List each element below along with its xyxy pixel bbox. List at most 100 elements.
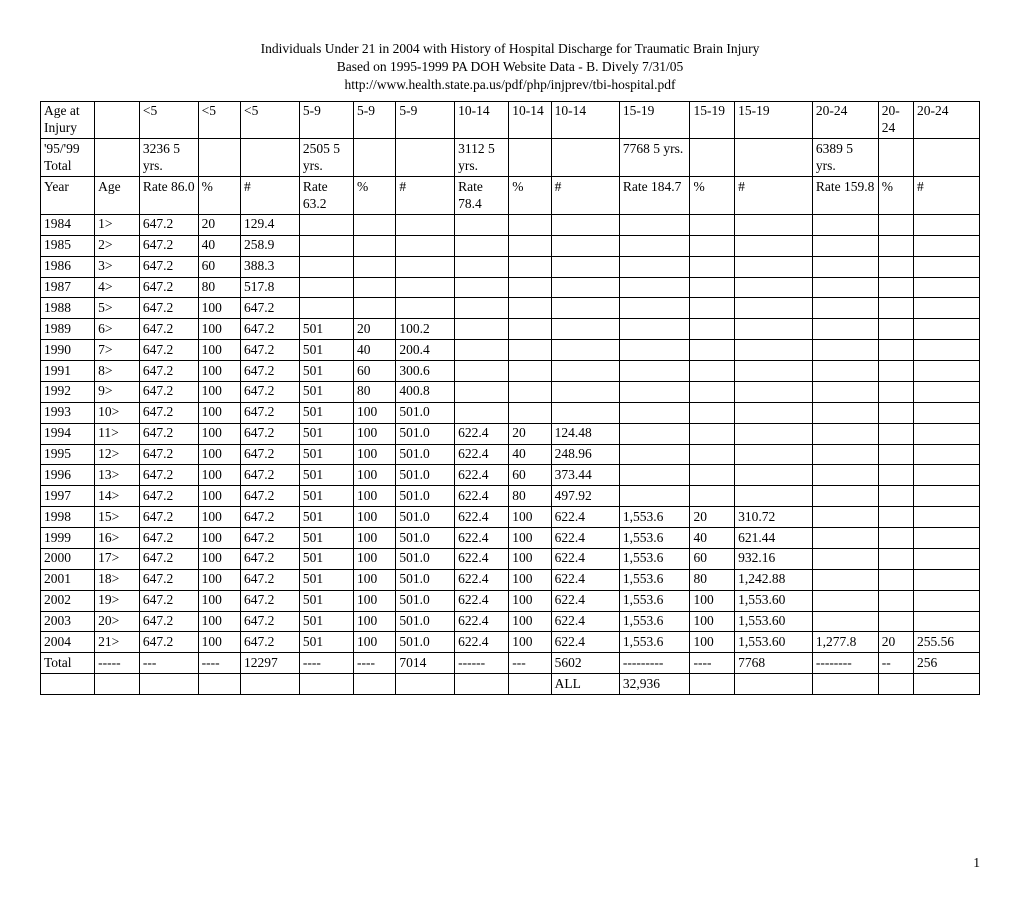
table-cell: 6389 5 yrs. [812, 139, 878, 177]
table-cell: 622.4 [455, 444, 509, 465]
table-cell [914, 256, 980, 277]
table-cell: 1,553.60 [735, 590, 813, 611]
table-cell: 1,553.6 [619, 569, 690, 590]
table-row: 199815>647.2100647.2501100501.0622.41006… [41, 507, 980, 528]
table-row: 199916>647.2100647.2501100501.0622.41006… [41, 528, 980, 549]
table-cell: <5 [241, 101, 300, 139]
table-cell [690, 361, 735, 382]
table-cell [619, 319, 690, 340]
table-cell: 647.2 [139, 528, 198, 549]
table-cell [735, 235, 813, 256]
table-cell: 5-9 [396, 101, 455, 139]
table-cell: 647.2 [139, 632, 198, 653]
table-row: 19918>647.2100647.250160300.6 [41, 361, 980, 382]
table-cell: 11> [95, 423, 140, 444]
table-cell [551, 381, 619, 402]
table-cell: 622.4 [455, 632, 509, 653]
table-cell: 100 [198, 444, 240, 465]
table-cell [690, 444, 735, 465]
table-cell: ---- [198, 653, 240, 674]
table-cell: 100 [353, 465, 395, 486]
table-cell [353, 235, 395, 256]
table-cell: 1,553.6 [619, 548, 690, 569]
table-cell: 1990 [41, 340, 95, 361]
table-cell [914, 674, 980, 695]
table-cell [396, 235, 455, 256]
table-cell [455, 402, 509, 423]
table-cell [914, 590, 980, 611]
table-cell: 100 [690, 632, 735, 653]
table-cell: 15> [95, 507, 140, 528]
table-cell: 1992 [41, 381, 95, 402]
table-cell [878, 256, 913, 277]
table-row: ALL32,936 [41, 674, 980, 695]
table-cell [509, 214, 551, 235]
table-cell: Age at Injury [41, 101, 95, 139]
table-cell [914, 402, 980, 423]
table-cell: 20-24 [878, 101, 913, 139]
table-cell: 3> [95, 256, 140, 277]
table-cell [551, 256, 619, 277]
table-cell [455, 381, 509, 402]
table-cell: 7> [95, 340, 140, 361]
table-cell: 647.2 [241, 361, 300, 382]
table-row: 199310>647.2100647.2501100501.0 [41, 402, 980, 423]
table-cell: 1993 [41, 402, 95, 423]
table-cell: 622.4 [551, 611, 619, 632]
table-cell: 1,553.6 [619, 590, 690, 611]
table-cell: 647.2 [139, 214, 198, 235]
table-cell [619, 423, 690, 444]
table-cell: Rate 184.7 [619, 177, 690, 215]
table-cell [878, 381, 913, 402]
table-cell [396, 298, 455, 319]
table-cell: 40 [198, 235, 240, 256]
table-cell: 622.4 [551, 569, 619, 590]
table-cell: 647.2 [241, 340, 300, 361]
table-cell [735, 139, 813, 177]
table-cell [509, 402, 551, 423]
table-cell: 501.0 [396, 423, 455, 444]
table-cell: 647.2 [241, 632, 300, 653]
table-cell: 12> [95, 444, 140, 465]
table-cell: 501 [299, 569, 353, 590]
table-cell: # [914, 177, 980, 215]
table-cell [353, 256, 395, 277]
table-cell [353, 139, 395, 177]
table-cell: 7768 5 yrs. [619, 139, 690, 177]
table-cell: # [735, 177, 813, 215]
table-cell: 100 [198, 465, 240, 486]
table-cell: 15-19 [690, 101, 735, 139]
table-cell: 501.0 [396, 611, 455, 632]
table-cell: 622.4 [551, 528, 619, 549]
table-cell: 647.2 [241, 319, 300, 340]
table-cell [509, 381, 551, 402]
table-cell [735, 486, 813, 507]
table-cell: 5-9 [353, 101, 395, 139]
table-cell: 1,553.6 [619, 611, 690, 632]
table-cell [455, 319, 509, 340]
table-cell [735, 361, 813, 382]
table-cell [735, 256, 813, 277]
table-cell: 100 [509, 632, 551, 653]
table-cell: 647.2 [241, 423, 300, 444]
table-cell: 13> [95, 465, 140, 486]
table-cell [509, 139, 551, 177]
table-cell: 501 [299, 611, 353, 632]
table-cell [353, 674, 395, 695]
table-cell: 501.0 [396, 528, 455, 549]
table-cell: 647.2 [139, 465, 198, 486]
table-cell: 622.4 [551, 507, 619, 528]
table-cell [95, 101, 140, 139]
table-cell: 248.96 [551, 444, 619, 465]
table-cell [878, 486, 913, 507]
table-cell: 10> [95, 402, 140, 423]
table-cell: 100 [509, 590, 551, 611]
table-cell [878, 611, 913, 632]
table-cell [139, 674, 198, 695]
table-cell [812, 528, 878, 549]
table-cell [690, 139, 735, 177]
table-cell: 255.56 [914, 632, 980, 653]
table-cell: <5 [139, 101, 198, 139]
table-cell: % [878, 177, 913, 215]
table-cell [619, 402, 690, 423]
